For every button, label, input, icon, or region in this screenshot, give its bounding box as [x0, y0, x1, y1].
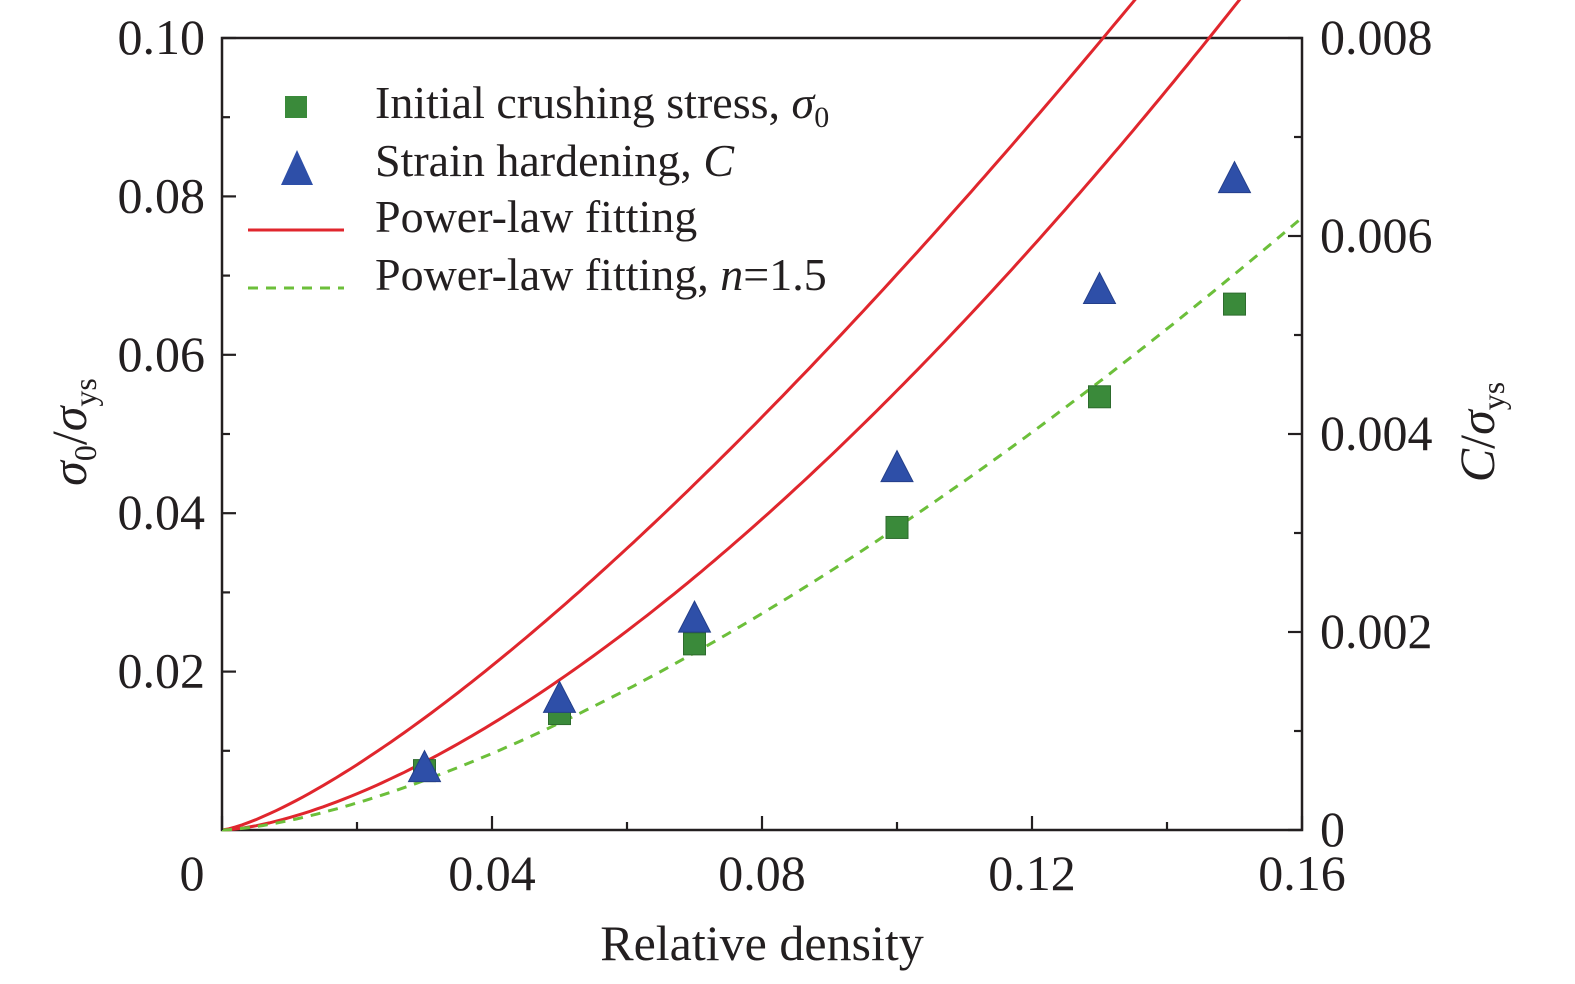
data-markers: [407, 160, 1252, 783]
marker-square: [885, 515, 909, 539]
y-tick-label: 0.06: [118, 326, 206, 382]
x-axis-title: Relative density: [600, 915, 924, 971]
fit-curve-solid: [221, 0, 1242, 832]
y-tick-label: 0.02: [118, 643, 206, 699]
marker-triangle: [677, 600, 712, 633]
y-tick-label: 0.08: [118, 167, 206, 223]
marker-triangle: [1217, 160, 1252, 194]
x-tick-label: 0.12: [988, 845, 1076, 901]
y2-tick-label: 0: [1320, 801, 1345, 857]
y2-tick-label: 0.008: [1320, 9, 1433, 65]
marker-square: [1088, 385, 1111, 409]
marker-triangle: [880, 449, 914, 483]
y2-axis-title: C/σys: [1449, 382, 1511, 482]
y2-tick-label: 0.004: [1320, 405, 1433, 461]
x-tick-label: 0.16: [1258, 845, 1346, 901]
x-tick-label: 0.04: [448, 845, 536, 901]
legend: Initial crushing stress, σ0 Strain harde…: [248, 77, 829, 300]
marker-square: [683, 632, 706, 656]
y2-tick-label: 0.006: [1320, 207, 1433, 263]
x-tick-label: 0.08: [718, 845, 806, 901]
y-axis-title: σ0/σys: [41, 378, 103, 486]
legend-label-1: Strain hardening, C: [375, 135, 735, 186]
y2-tick-label: 0.002: [1320, 603, 1433, 659]
y-tick-label: 0.10: [118, 9, 206, 65]
legend-marker-triangle: [281, 150, 313, 185]
marker-triangle: [1082, 271, 1117, 304]
fit-curve-solid: [221, 0, 1137, 832]
legend-label-3: Power-law fitting, n=1.5: [375, 249, 827, 300]
legend-label-2: Power-law fitting: [375, 191, 697, 242]
marker-square: [1223, 292, 1246, 316]
legend-marker-square: [285, 96, 307, 118]
x-tick-label: 0: [180, 845, 205, 901]
fit-curve-dashed: [221, 216, 1303, 832]
marker-triangle: [407, 749, 442, 783]
legend-label-0: Initial crushing stress, σ0: [375, 77, 829, 134]
fit-lines: [221, 0, 1303, 832]
tick-labels: 0 0.04 0.08 0.12 0.16 0.02 0.04 0.06 0.08 0.10 0 0.…: [118, 9, 1433, 901]
axis-ticks: [220, 36, 1304, 832]
y-tick-label: 0.04: [118, 484, 206, 540]
marker-triangle: [542, 680, 577, 713]
